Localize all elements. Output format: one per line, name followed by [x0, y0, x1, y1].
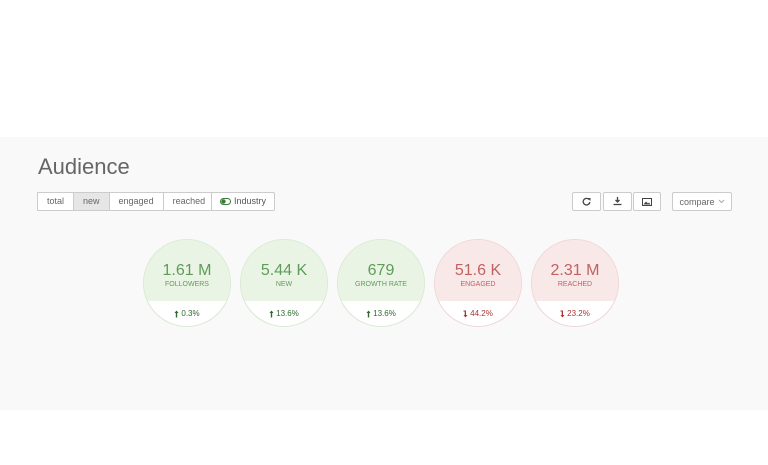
metric-value: 1.61 M — [162, 262, 212, 279]
metric-label: FOLLOWERS — [165, 281, 209, 288]
download-icon — [613, 197, 622, 206]
tab[interactable]: total — [37, 192, 75, 211]
toggle-label: Industry — [234, 196, 267, 206]
caret-icon — [718, 199, 724, 204]
trend-icon — [366, 310, 371, 317]
image-button[interactable] — [633, 192, 661, 211]
metric-value: 5.44 K — [260, 262, 308, 279]
metric-label: NEW — [275, 281, 293, 288]
tab-group: total new engaged reached — [37, 192, 216, 211]
metric-circle: 679 GROWTH RATE 13.6% — [337, 239, 425, 327]
metric-label: REACHED — [557, 281, 593, 288]
metric-top — [435, 240, 521, 301]
download-button[interactable] — [603, 192, 632, 211]
change-text: 0.3% — [181, 309, 200, 318]
metric-label: ENGAGED — [460, 281, 496, 288]
refresh-button[interactable] — [572, 192, 601, 211]
tab[interactable]: reached — [162, 192, 216, 211]
change-text: 23.2% — [567, 309, 590, 318]
metric-top — [338, 240, 424, 301]
title: Audience — [38, 154, 130, 179]
metric-circle: 2.31 M REACHED 23.2% — [531, 239, 619, 327]
metric-circle: 5.44 K NEW 13.6% — [240, 239, 328, 327]
trend-icon — [269, 310, 274, 317]
toggle-icon — [220, 198, 231, 205]
audience-panel: Audience total new engaged reached Industry… — [0, 137, 768, 410]
metric-change: 13.6% — [338, 309, 424, 318]
metric-change: 13.6% — [241, 309, 327, 318]
metric-circle: 1.61 M FOLLOWERS 0.3% — [143, 239, 231, 327]
metric-change: 44.2% — [435, 309, 521, 318]
tab[interactable]: new — [73, 192, 110, 211]
compare-label: compare — [679, 196, 715, 207]
metric-change: 23.2% — [532, 309, 618, 318]
metric-circle: 51.6 K ENGAGED 44.2% — [434, 239, 522, 327]
industry-toggle[interactable]: Industry — [211, 192, 276, 211]
trend-icon — [174, 310, 179, 317]
image-icon — [642, 197, 652, 206]
metric-change: 0.3% — [144, 309, 230, 318]
trend-icon — [560, 310, 565, 317]
metric-value: 2.31 M — [550, 262, 600, 279]
change-text: 13.6% — [276, 309, 299, 318]
refresh-icon — [582, 197, 591, 206]
metric-top — [241, 240, 327, 301]
metric-label: GROWTH RATE — [355, 281, 407, 288]
metric-value: 679 — [367, 262, 395, 279]
metric-top — [144, 240, 230, 301]
change-text: 44.2% — [470, 309, 493, 318]
metric-value: 51.6 K — [454, 262, 502, 279]
change-text: 13.6% — [373, 309, 396, 318]
metric-top — [532, 240, 618, 301]
tab[interactable]: engaged — [108, 192, 164, 211]
trend-icon — [463, 310, 468, 317]
compare-button[interactable]: compare — [672, 192, 732, 211]
